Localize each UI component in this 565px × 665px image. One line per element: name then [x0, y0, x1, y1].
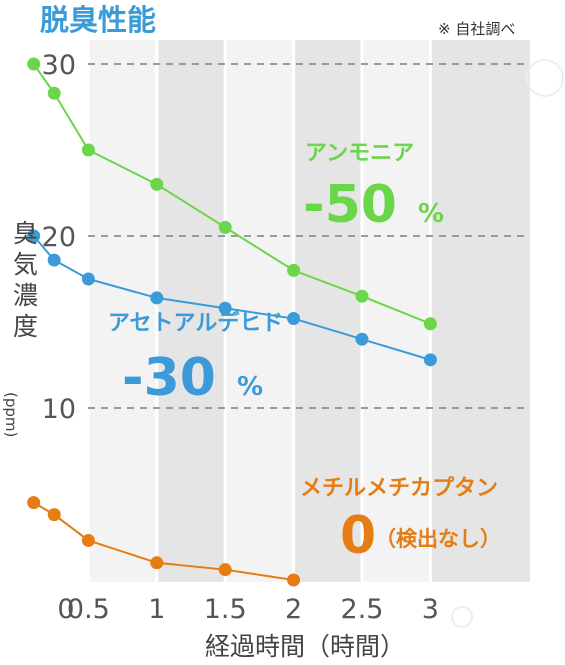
x-tick-label: 1 — [148, 594, 165, 625]
series-name-acetaldehyde: アセトアルデヒド — [108, 310, 283, 336]
data-point — [81, 533, 95, 547]
reduction-unit-acetaldehyde: % — [237, 372, 263, 402]
decor-circle — [451, 606, 473, 628]
y-axis-label: 臭気濃度 — [13, 219, 38, 341]
x-tick-label: 0 — [57, 594, 74, 625]
data-point — [150, 177, 164, 191]
gridlines — [88, 63, 530, 409]
annotation-ammonia: アンモニア -50 % — [303, 141, 444, 235]
reduction-note-methylmercaptan: （検出なし） — [375, 527, 501, 551]
reduction-acetaldehyde: -30 — [122, 348, 216, 408]
data-point — [47, 86, 61, 100]
data-point — [27, 57, 41, 71]
annotation-methylmercaptan: メチルメチカプタン 0 （検出なし） — [300, 476, 501, 566]
x-axis-label: 経過時間（時間） — [205, 632, 405, 661]
x-tick-label: 2 — [285, 594, 302, 625]
data-point — [81, 272, 95, 286]
source-note: ※ 自社調べ — [438, 20, 515, 38]
bg-stripe — [430, 40, 530, 582]
bg-stripe — [293, 40, 362, 582]
data-point — [355, 289, 369, 303]
x-tick-label: 2.5 — [341, 594, 384, 625]
series-name-ammonia: アンモニア — [305, 141, 414, 166]
bg-stripe — [88, 40, 157, 582]
x-tick-label: 1.5 — [204, 594, 247, 625]
x-tick-label: 3 — [422, 594, 439, 625]
bg-stripe — [156, 40, 226, 582]
data-point — [27, 496, 41, 510]
series-line-1 — [32, 235, 431, 361]
y-tick-label: 30 — [42, 50, 76, 81]
data-point — [423, 353, 437, 367]
y-axis-title: 臭気濃度 (ppm) — [2, 219, 38, 437]
data-point — [81, 143, 95, 157]
bg-stripe — [225, 40, 294, 582]
data-point — [287, 263, 301, 277]
data-point — [218, 301, 232, 315]
data-point — [150, 291, 164, 305]
reduction-unit-ammonia: % — [418, 199, 444, 229]
decor-circle — [526, 59, 564, 97]
data-point — [150, 556, 164, 570]
data-point — [27, 229, 41, 243]
reduction-ammonia: -50 — [303, 175, 397, 235]
data-point — [287, 312, 301, 326]
data-point — [423, 317, 437, 331]
reduction-methylmercaptan: 0 — [340, 506, 376, 566]
series-layer — [27, 57, 437, 587]
data-point — [47, 508, 61, 522]
chart-title: 脱臭性能 — [40, 3, 156, 37]
data-point — [218, 563, 232, 577]
data-point — [218, 220, 232, 234]
x-tick-label: 0.5 — [67, 594, 110, 625]
y-axis-unit: (ppm) — [2, 392, 20, 437]
series-line-0 — [32, 63, 431, 325]
data-point — [355, 332, 369, 346]
y-tick-label: 10 — [42, 394, 76, 425]
annotation-acetaldehyde: アセトアルデヒド -30 % — [108, 310, 283, 408]
y-tick-label: 20 — [42, 222, 76, 253]
data-point — [287, 573, 301, 587]
series-name-methylmercaptan: メチルメチカプタン — [300, 476, 498, 501]
data-point — [47, 253, 61, 267]
